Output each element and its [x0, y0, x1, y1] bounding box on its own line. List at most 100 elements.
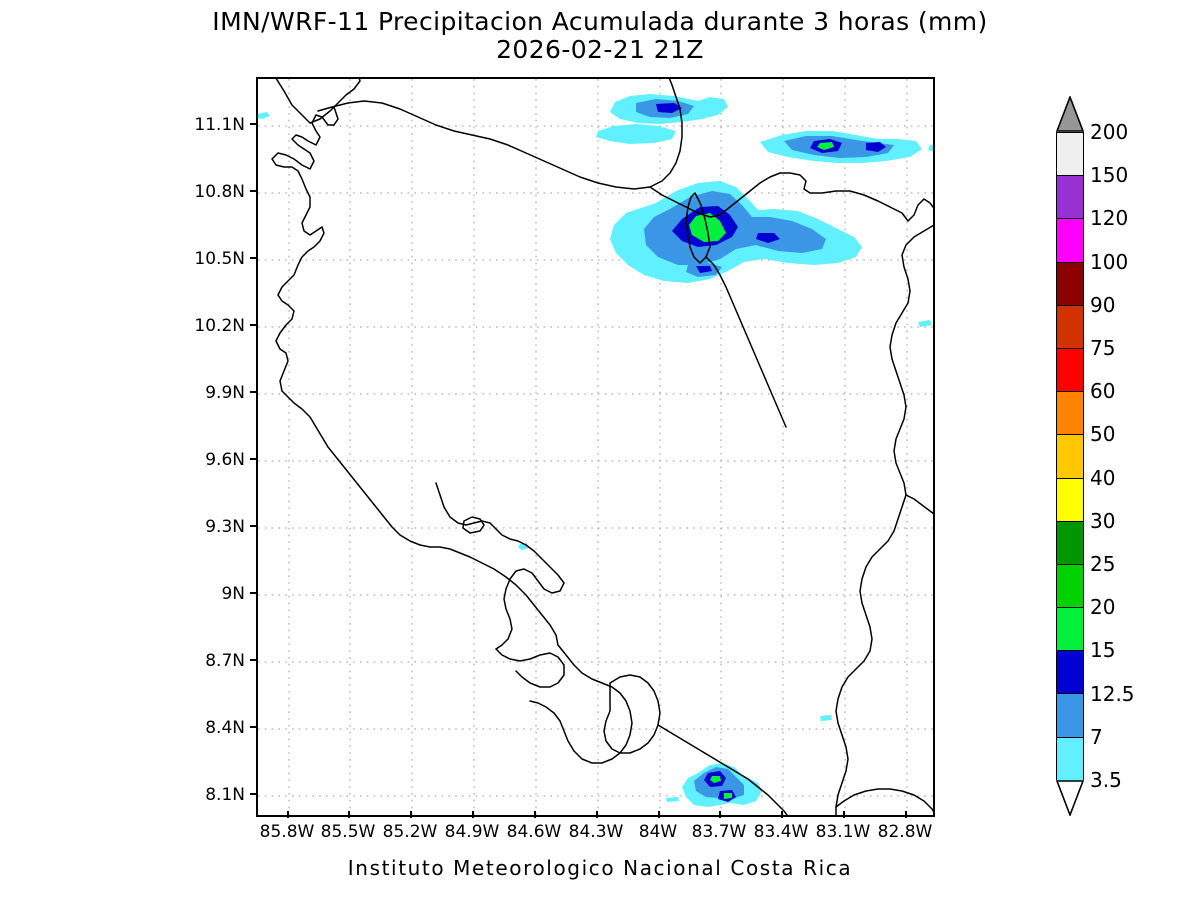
- border-costa-rica-panama: [835, 494, 907, 815]
- y-tick-mark: [250, 123, 257, 125]
- coastline-caribbean-east: [889, 224, 933, 496]
- precip-region-south-cell-15b: [724, 793, 732, 799]
- y-axis-label: 10.2N: [194, 316, 245, 336]
- colorbar-tick-label: 3.5: [1090, 768, 1122, 792]
- y-axis-label: 8.4N: [205, 718, 245, 738]
- y-tick-mark: [250, 525, 257, 527]
- x-axis-label: 82.8W: [877, 822, 933, 842]
- y-tick-mark: [250, 391, 257, 393]
- y-axis-label: 10.8N: [194, 182, 245, 202]
- figure-title-block: IMN/WRF-11 Precipitacion Acumulada duran…: [0, 8, 1200, 64]
- colorbar-tick-label: 120: [1090, 206, 1129, 231]
- x-axis-label: 85.5W: [320, 822, 376, 842]
- osa-peninsula-outline: [603, 674, 661, 754]
- x-tick-mark: [719, 811, 721, 818]
- colorbar-band-90-100: [1057, 262, 1083, 306]
- nicoya-gulf-island: [462, 516, 485, 534]
- colorbar-band-120-150: [1057, 176, 1083, 220]
- coastline-layer: [271, 79, 933, 815]
- precip-region-north-band-3.5b: [596, 124, 676, 144]
- x-tick-mark: [905, 811, 907, 818]
- coastline-pacific-south: [529, 644, 633, 764]
- colorbar-band-15-20: [1057, 608, 1083, 652]
- colorbar-band-3.5-7: [1057, 737, 1083, 781]
- precipitation-contours: [258, 94, 933, 807]
- x-tick-mark: [348, 811, 350, 818]
- colorbar-tick-label: 100: [1090, 249, 1129, 274]
- coastline-nicaragua-northwest: [275, 79, 361, 124]
- x-axis-label: 84.6W: [506, 822, 562, 842]
- colorbar-legend: 200 150 120 100 90 75 60 50 40 30 25 20 …: [1056, 96, 1135, 816]
- precip-speck-right-mid: [918, 320, 932, 327]
- colorbar-tick-label: 7: [1090, 724, 1103, 749]
- x-axis-label: 83.7W: [691, 822, 747, 842]
- grid-lines: [258, 79, 933, 815]
- coastline-caribbean-north: [649, 172, 933, 222]
- x-tick-mark: [287, 811, 289, 818]
- colorbar-band-60-75: [1057, 348, 1083, 393]
- y-tick-mark: [250, 324, 257, 326]
- precip-region-north-band-12.5: [656, 103, 682, 113]
- colorbar-band-50-60: [1057, 392, 1083, 436]
- map-canvas: [258, 79, 933, 815]
- x-tick-mark: [472, 811, 474, 818]
- x-tick-mark: [410, 811, 412, 818]
- precip-region-main-cell-south-streak-12.5: [696, 266, 712, 273]
- y-axis-label: 9N: [221, 584, 245, 604]
- precip-speck-far-northwest: [258, 112, 270, 119]
- x-axis-label: 84W: [638, 822, 678, 842]
- x-tick-mark: [658, 811, 660, 818]
- x-axis-label: 85.2W: [382, 822, 438, 842]
- y-tick-mark: [250, 257, 257, 259]
- x-tick-mark: [843, 811, 845, 818]
- figure-subtitle: 2026-02-21 21Z: [496, 35, 704, 64]
- y-axis-label: 9.9N: [205, 383, 245, 403]
- nicoya-peninsula-outline: [435, 482, 565, 650]
- colorbar-tick-label: 20: [1090, 595, 1116, 620]
- precip-region-offshore-cell-12.5b: [866, 142, 886, 152]
- colorbar-band-30-40: [1057, 478, 1083, 522]
- coastline-southeast-pacific: [657, 724, 788, 815]
- x-tick-mark: [534, 811, 536, 818]
- y-tick-mark: [250, 726, 257, 728]
- y-tick-mark: [250, 190, 257, 192]
- colorbar-tick-label: 30: [1090, 508, 1116, 533]
- colorbar-tick-label: 50: [1090, 422, 1116, 447]
- border-nicaragua-costa-rica: [317, 79, 683, 190]
- y-axis-label: 9.3N: [205, 517, 245, 537]
- x-axis-label: 84.3W: [568, 822, 624, 842]
- colorbar-band-over-150: [1057, 133, 1083, 177]
- colorbar-tick-label: 200: [1090, 120, 1129, 144]
- y-tick-mark: [250, 793, 257, 795]
- colorbar-tick-label: 60: [1090, 379, 1116, 404]
- precip-speck-lower-right: [820, 715, 832, 721]
- colorbar-over-arrow-icon: [1056, 96, 1084, 132]
- coastline-pacific-northwest: [271, 106, 559, 646]
- y-axis-label: 10.5N: [194, 249, 245, 269]
- colorbar-tick-label: 25: [1090, 552, 1116, 576]
- coastline-gulf-nicoya-inner: [495, 648, 565, 688]
- y-axis-label: 9.6N: [205, 450, 245, 470]
- colorbar-tick-label: 40: [1090, 465, 1116, 490]
- y-tick-mark: [250, 592, 257, 594]
- y-axis-label: 11.1N: [194, 115, 245, 135]
- colorbar-band-75-90: [1057, 305, 1083, 349]
- colorbar-tick-label: 90: [1090, 292, 1116, 317]
- colorbar-bands: [1056, 132, 1084, 781]
- colorbar-band-12.5-15: [1057, 651, 1083, 695]
- precip-region-offshore-cell-15: [817, 142, 834, 150]
- x-axis-label: 84.9W: [444, 822, 500, 842]
- precip-region-main-cell-east-lobe-12.5: [756, 233, 780, 243]
- x-axis-label: 83.1W: [815, 822, 871, 842]
- colorbar-under-arrow-icon: [1056, 780, 1084, 816]
- colorbar-tick-label: 15: [1090, 638, 1116, 663]
- x-axis-label: 83.4W: [753, 822, 809, 842]
- y-tick-mark: [250, 458, 257, 460]
- y-axis-label: 8.1N: [205, 785, 245, 805]
- lake-nicaragua-outline: [685, 192, 711, 264]
- y-tick-mark: [250, 659, 257, 661]
- x-tick-mark: [596, 811, 598, 818]
- page-title: IMN/WRF-11 Precipitacion Acumulada duran…: [212, 7, 988, 36]
- precip-speck-south-cell-west: [666, 797, 679, 802]
